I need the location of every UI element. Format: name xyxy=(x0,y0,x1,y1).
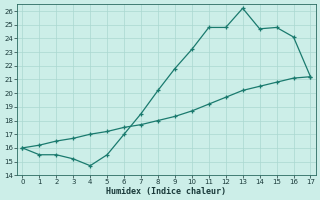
X-axis label: Humidex (Indice chaleur): Humidex (Indice chaleur) xyxy=(107,187,227,196)
